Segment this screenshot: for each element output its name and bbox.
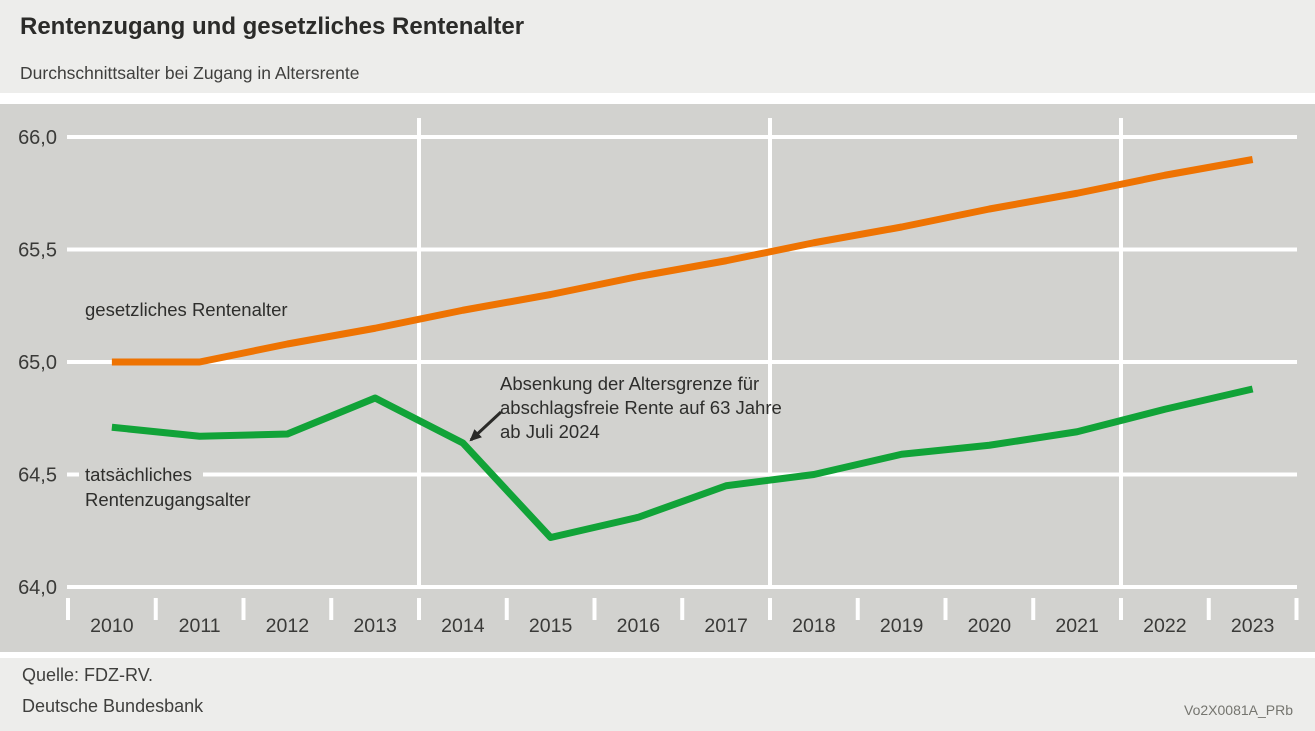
chart-header-band: Rentenzugang und gesetzliches Rentenalte…	[0, 0, 1315, 93]
annotation-text: ab Juli 2024	[500, 421, 600, 442]
series-label-actual: Rentenzugangsalter	[85, 489, 251, 510]
institution-name: Deutsche Bundesbank	[22, 696, 204, 716]
y-axis-label: 64,5	[18, 465, 57, 487]
x-axis-label: 2019	[880, 615, 923, 637]
series-label-actual: tatsächliches	[85, 464, 192, 485]
y-axis-label: 66,0	[18, 127, 57, 149]
series-label-statutory: gesetzliches Rentenalter	[85, 299, 288, 320]
chart-title: Rentenzugang und gesetzliches Rentenalte…	[20, 13, 525, 40]
y-axis-label: 65,0	[18, 352, 57, 374]
x-axis-label: 2017	[704, 615, 747, 637]
x-axis-label: 2018	[792, 615, 835, 637]
chart-subtitle: Durchschnittsalter bei Zugang in Altersr…	[20, 63, 360, 83]
annotation-text: Absenkung der Altersgrenze für	[500, 373, 759, 394]
source-note: Quelle: FDZ-RV.	[22, 665, 154, 685]
y-axis-label: 65,5	[18, 240, 57, 262]
chart-plot-region: 66,0 65,5 65,0 64,5 64,0 2010 2011 2012 2013 2014…	[0, 104, 1315, 652]
x-axis-label: 2016	[617, 615, 660, 637]
x-axis-label: 2022	[1143, 615, 1186, 637]
x-axis-label: 2023	[1231, 615, 1274, 637]
annotation-text: abschlagsfreie Rente auf 63 Jahre	[500, 397, 782, 418]
chart-footer-band: Quelle: FDZ-RV. Deutsche Bundesbank Vo2X…	[0, 658, 1315, 731]
annotation-arrow	[469, 410, 503, 442]
chart-code: Vo2X0081A_PRb	[1184, 702, 1293, 718]
actual-age-line	[111, 385, 1254, 541]
x-axis-label: 2015	[529, 615, 573, 637]
series-label-mask	[79, 464, 203, 486]
x-axis-label: 2011	[179, 615, 221, 637]
x-axis-label: 2010	[90, 615, 134, 637]
x-axis-label: 2021	[1055, 615, 1098, 637]
statutory-age-line	[111, 156, 1254, 366]
x-axis-label: 2014	[441, 615, 485, 637]
x-axis-label: 2013	[353, 615, 396, 637]
x-axis-label: 2020	[968, 615, 1012, 637]
line-chart: 66,0 65,5 65,0 64,5 64,0 2010 2011 2012 2013 2014…	[18, 118, 1299, 637]
x-axis-label: 2012	[266, 615, 309, 637]
y-axis-label: 64,0	[18, 577, 57, 599]
